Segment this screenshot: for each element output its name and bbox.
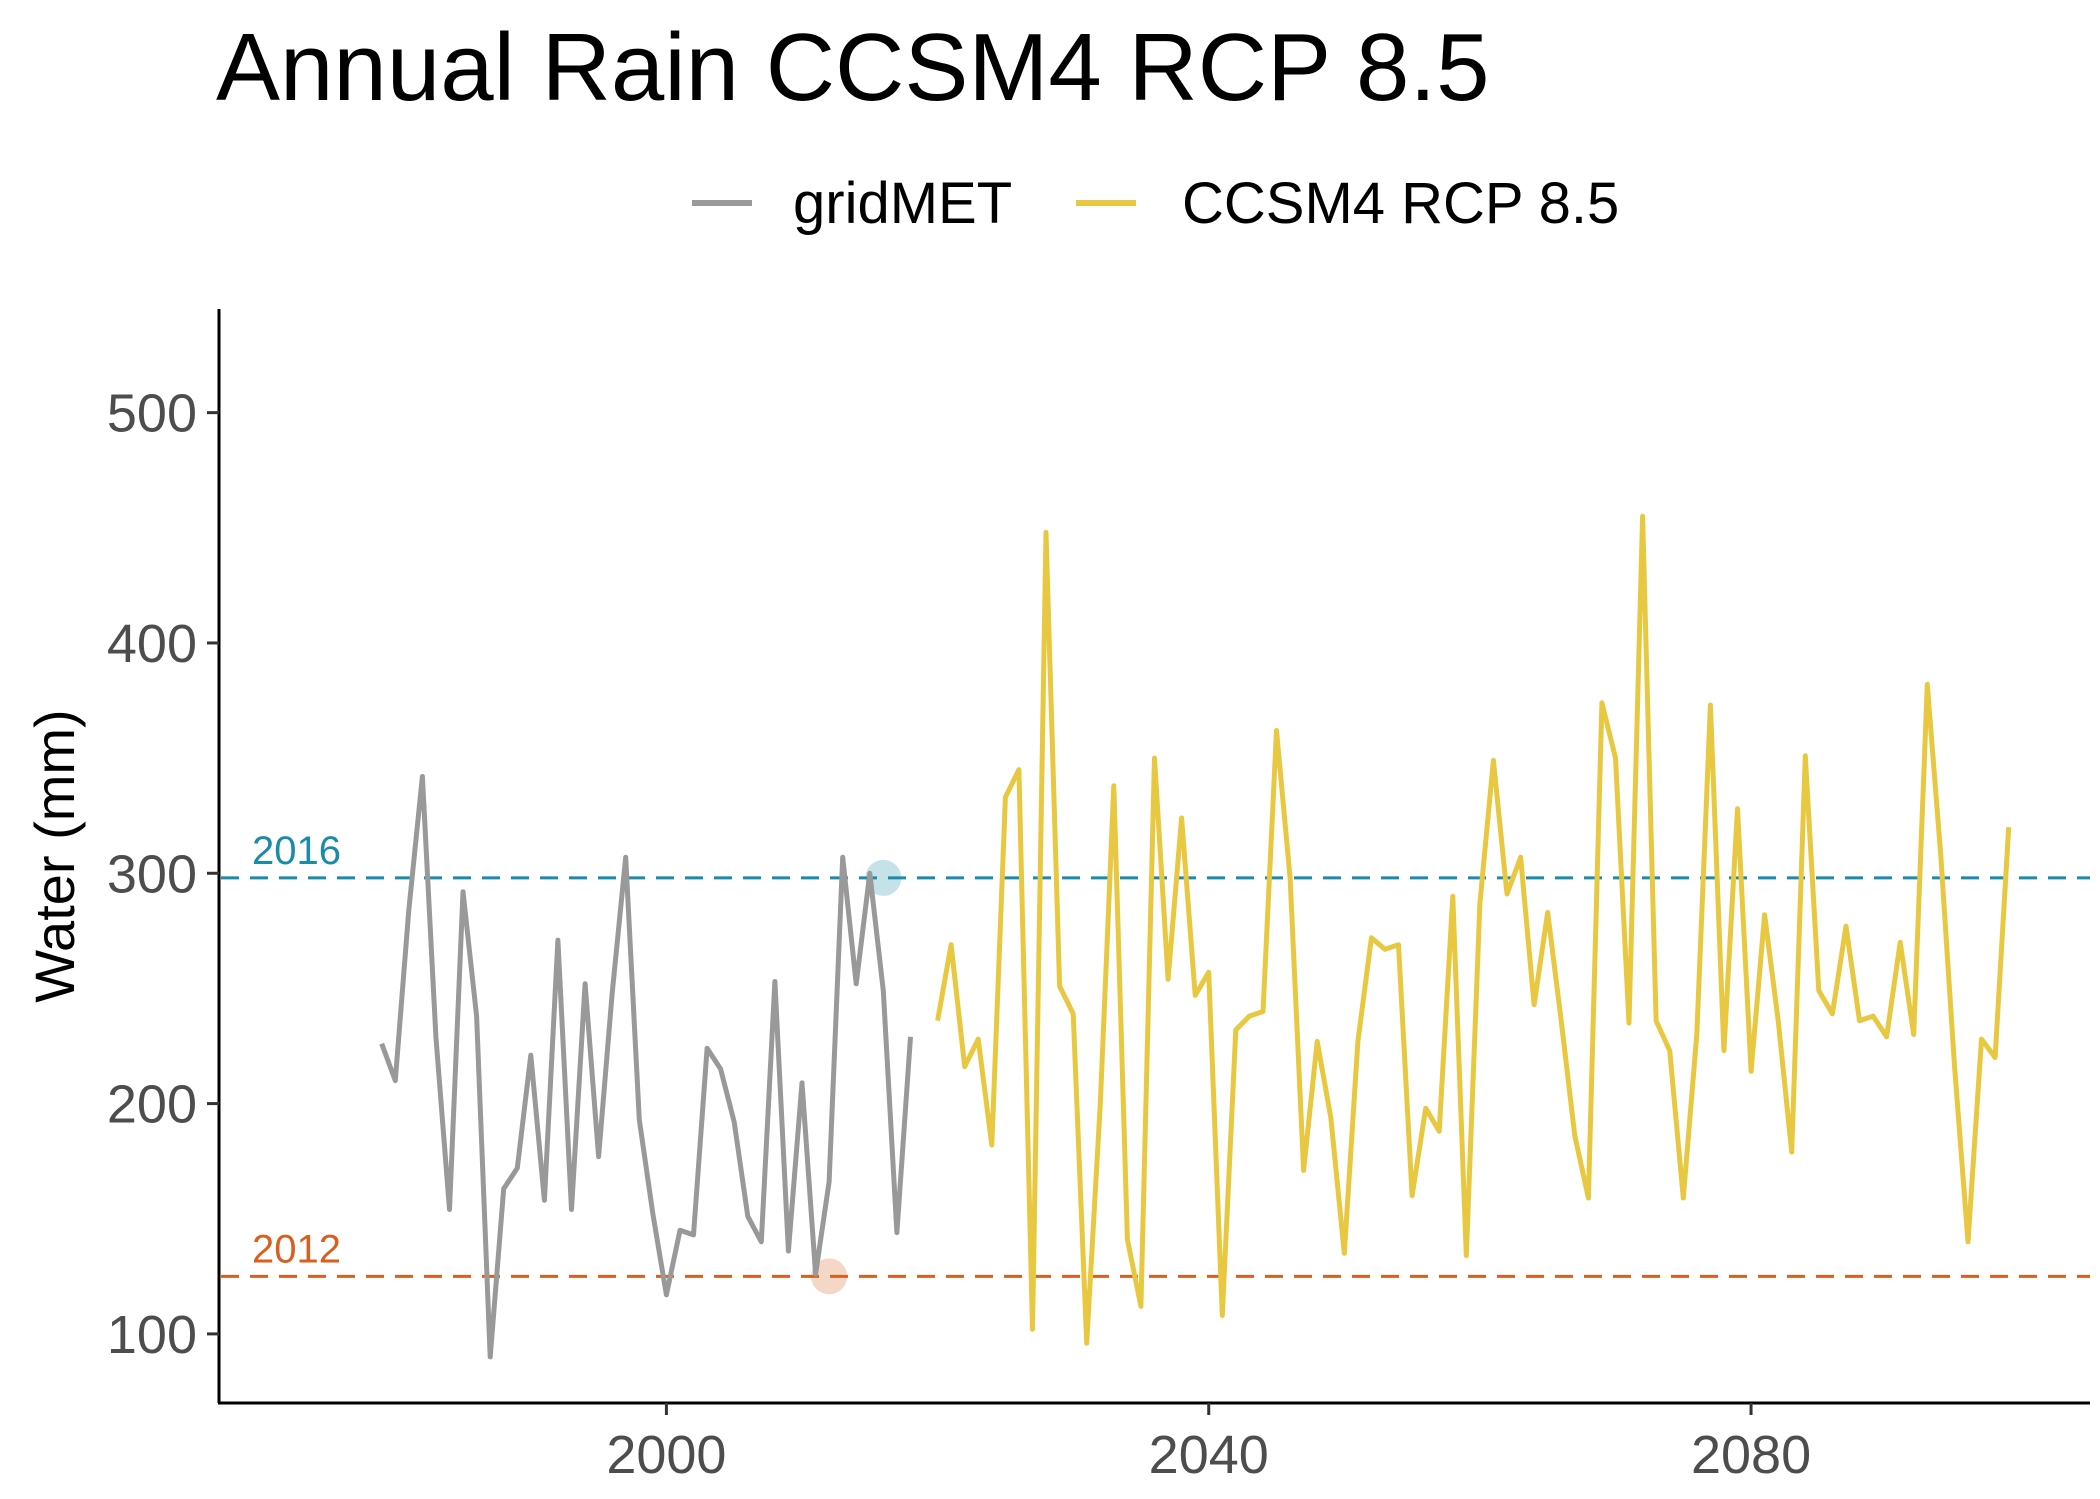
series-0	[379, 774, 913, 1360]
series	[379, 513, 2012, 1360]
x-tick-label: 2080	[1691, 1425, 1811, 1485]
series-line-1	[935, 513, 2012, 1346]
series-line-0	[379, 774, 913, 1360]
reference-label-2012: 2012	[252, 1227, 341, 1271]
series-1	[935, 513, 2012, 1346]
y-tick-label: 400	[107, 614, 197, 674]
y-tick-label: 300	[107, 844, 197, 904]
reference-lines: 2016 2012	[221, 829, 2090, 1295]
y-axis-title: Water (mm)	[23, 709, 86, 1002]
y-tick-label: 100	[107, 1305, 197, 1365]
highlight-point-2012	[811, 1258, 848, 1295]
y-tick-label: 500	[107, 384, 197, 444]
axes	[217, 309, 2090, 1405]
chart-title: Annual Rain CCSM4 RCP 8.5	[216, 14, 1490, 121]
legend: gridMET CCSM4 RCP 8.5	[692, 171, 1619, 236]
highlight-point-2016	[865, 859, 902, 896]
legend-label-gridmet: gridMET	[793, 171, 1012, 236]
y-tick-label: 200	[107, 1075, 197, 1135]
x-ticks: 2000 2040 2080	[606, 1403, 1811, 1485]
y-ticks: 100 200 300 400 500	[107, 384, 219, 1365]
legend-label-ccsm4: CCSM4 RCP 8.5	[1182, 171, 1619, 236]
reference-label-2016: 2016	[252, 829, 341, 873]
x-tick-label: 2000	[606, 1425, 726, 1485]
x-tick-label: 2040	[1149, 1425, 1269, 1485]
